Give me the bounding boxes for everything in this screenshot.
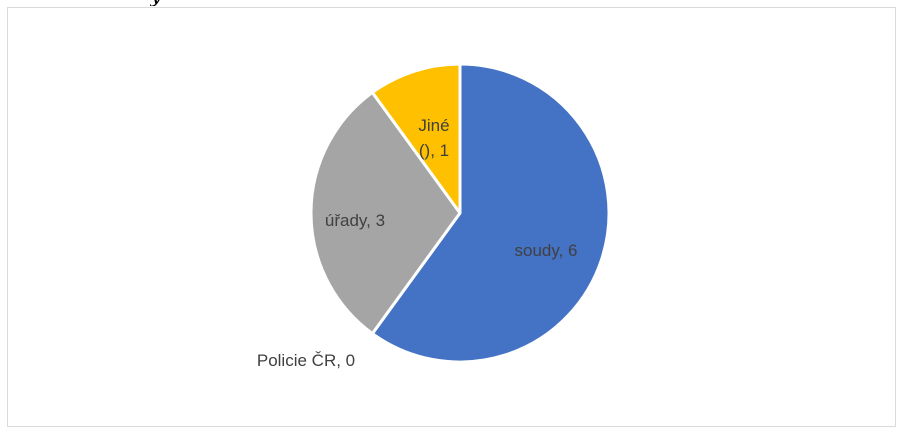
pie-labels: soudy, 6 Policie ČR, 0 úřady, 3 Jiné (), 1: [257, 116, 578, 370]
pie-label-urady: úřady, 3: [325, 211, 385, 230]
pie-label-jine: Jiné (), 1: [418, 116, 449, 160]
pie-slice-jine: [370, 62, 462, 215]
cropped-heading-text: y: [150, 0, 230, 6]
pie-slice-urady: [309, 90, 462, 336]
pie-label-policie-cr: Policie ČR, 0: [257, 351, 355, 370]
pie-chart: soudy, 6 Policie ČR, 0 úřady, 3 Jiné (), 1: [257, 62, 611, 370]
pie-slices: [309, 62, 611, 364]
pie-label-soudy: soudy, 6: [514, 241, 577, 260]
pie-slice-soudy: [370, 62, 611, 364]
